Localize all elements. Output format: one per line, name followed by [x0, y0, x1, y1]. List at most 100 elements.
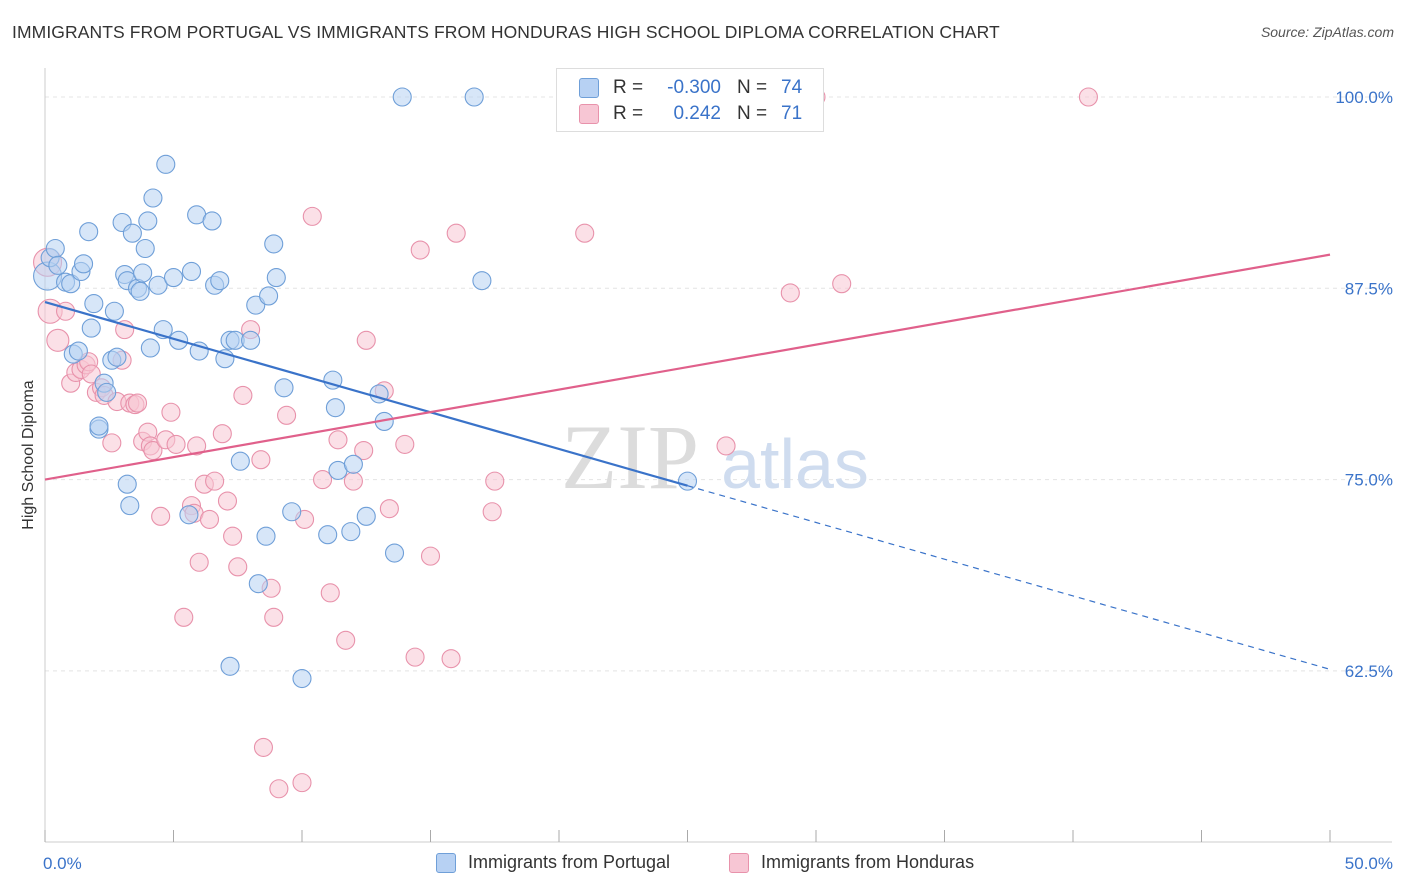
portugal-point — [384, 543, 405, 563]
legend-r-label: R = — [613, 77, 644, 98]
portugal-point — [472, 271, 492, 291]
portugal-point — [220, 656, 240, 676]
honduras-point — [441, 649, 461, 669]
portugal-point — [464, 87, 484, 107]
portugal-point — [179, 505, 199, 525]
honduras-point — [212, 424, 232, 444]
legend-swatch-portugal — [436, 852, 456, 873]
portugal-point — [248, 574, 268, 594]
portugal-point — [325, 398, 345, 418]
portugal-point — [104, 301, 124, 321]
portugal-point — [79, 222, 99, 242]
x-tick-label: 0.0% — [43, 854, 82, 873]
portugal-point — [81, 318, 101, 338]
honduras-point — [302, 206, 322, 226]
portugal-point — [107, 347, 127, 367]
grid-lines — [45, 96, 1392, 672]
y-tick-labels: 62.5% 75.0% 87.5% 100.0% — [1335, 88, 1393, 681]
portugal-point — [140, 338, 160, 358]
portugal-point — [241, 330, 261, 350]
y-tick-label: 62.5% — [1345, 662, 1393, 681]
honduras-point — [269, 779, 289, 799]
honduras-point — [161, 402, 181, 422]
x-tick-label: 50.0% — [1345, 854, 1393, 873]
honduras-point — [485, 471, 505, 491]
portugal-point — [256, 526, 276, 546]
portugal-point — [392, 87, 412, 107]
portugal-point — [133, 263, 153, 283]
legend-row-honduras: R = 0.242 N = 71 — [579, 102, 802, 126]
legend-swatch-portugal — [579, 78, 599, 98]
portugal-point — [318, 525, 338, 545]
honduras-point — [264, 607, 284, 627]
legend-n-value: 74 — [781, 77, 803, 98]
portugal-point — [181, 261, 202, 282]
legend-item-honduras[interactable]: Immigrants from Honduras — [729, 852, 974, 873]
portugal-point — [143, 188, 163, 208]
legend-item-label: Immigrants from Portugal — [468, 852, 671, 872]
watermark: ZIP atlas — [561, 406, 869, 508]
portugal-point — [45, 238, 65, 259]
portugal-point — [117, 474, 137, 494]
legend-n-value: 71 — [781, 103, 803, 124]
legend-r-label: R = — [613, 103, 644, 124]
honduras-point — [336, 630, 356, 650]
legend-item-label: Immigrants from Honduras — [761, 852, 975, 872]
honduras-point — [328, 430, 348, 450]
portugal-point — [74, 254, 94, 274]
honduras-point — [379, 499, 399, 519]
honduras-point — [189, 552, 209, 572]
legend-item-portugal[interactable]: Immigrants from Portugal — [436, 852, 670, 873]
honduras-point — [356, 330, 376, 350]
chart-title: IMMIGRANTS FROM PORTUGAL VS IMMIGRANTS F… — [12, 22, 1000, 42]
portugal-point — [68, 341, 88, 361]
portugal-point — [138, 211, 158, 231]
honduras-point — [228, 557, 248, 577]
y-tick-label: 75.0% — [1345, 471, 1393, 490]
honduras-point — [102, 433, 122, 453]
portugal-trend-line — [44, 301, 688, 487]
honduras-point — [395, 434, 415, 454]
honduras-point — [405, 647, 425, 667]
watermark-zip: ZIP — [561, 406, 699, 508]
portugal-trend-extrapolation — [687, 485, 1331, 670]
honduras-point — [217, 491, 238, 511]
y-tick-label: 87.5% — [1345, 279, 1393, 298]
portugal-point — [343, 454, 363, 474]
portugal-point — [202, 211, 222, 231]
honduras-point — [446, 223, 466, 243]
portugal-point — [130, 281, 150, 301]
honduras-point — [482, 502, 502, 522]
portugal-point — [135, 238, 155, 259]
portugal-point — [163, 268, 184, 288]
legend-swatch-honduras — [579, 104, 599, 124]
watermark-atlas: atlas — [721, 425, 869, 503]
honduras-point — [143, 440, 163, 461]
portugal-point — [282, 502, 302, 522]
honduras-point — [292, 773, 312, 793]
portugal-point — [61, 274, 81, 294]
trend-lines — [44, 253, 1331, 670]
source-label: Source: ZipAtlas.com — [1260, 24, 1394, 40]
legend-row-portugal: R = -0.300 N = 74 — [579, 76, 802, 100]
honduras-point — [174, 607, 194, 627]
honduras-point — [223, 526, 243, 546]
honduras-point — [127, 393, 148, 413]
honduras-point — [56, 301, 76, 321]
honduras-point — [354, 440, 374, 461]
honduras-point — [187, 436, 207, 456]
honduras-point — [320, 583, 340, 603]
portugal-point — [89, 416, 109, 436]
portugal-point — [97, 382, 117, 402]
honduras-point — [343, 471, 363, 491]
portugal-point — [148, 275, 168, 295]
portugal-point — [274, 378, 294, 398]
honduras-point — [575, 223, 595, 243]
honduras-point — [199, 509, 220, 529]
honduras-point — [81, 364, 101, 384]
portugal-point — [156, 154, 176, 174]
portugal-point — [210, 271, 230, 291]
honduras-point — [253, 737, 274, 757]
portugal-point — [292, 669, 312, 689]
